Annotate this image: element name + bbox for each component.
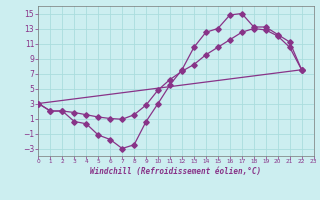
X-axis label: Windchill (Refroidissement éolien,°C): Windchill (Refroidissement éolien,°C) [91,167,261,176]
